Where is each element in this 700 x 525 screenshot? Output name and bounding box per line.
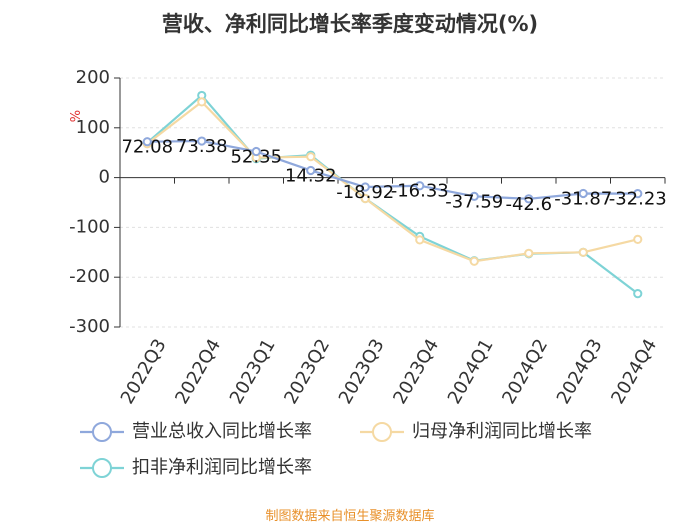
data-label: -42.6 — [505, 194, 552, 215]
y-tick-label: -200 — [69, 266, 110, 287]
legend-label: 归母净利润同比增长率 — [412, 421, 592, 442]
data-label: -32.23 — [609, 189, 667, 210]
x-tick-label: 2024Q2 — [498, 335, 552, 407]
legend-item-1: 归母净利润同比增长率 — [360, 421, 592, 442]
y-tick-label: -100 — [69, 216, 110, 237]
series-1-point — [578, 247, 588, 257]
x-tick-label: 2024Q4 — [607, 335, 661, 407]
legend-marker — [372, 422, 392, 442]
legend-marker — [92, 458, 112, 478]
data-label: 73.38 — [176, 136, 228, 157]
series-1-point — [306, 152, 316, 162]
series-0-point — [142, 137, 152, 147]
y-tick-label: -300 — [69, 316, 110, 337]
series-1-point — [415, 235, 425, 245]
series-0-point — [633, 189, 643, 199]
series-1-point — [633, 234, 643, 244]
series-line-0 — [147, 139, 638, 200]
data-label: -37.59 — [445, 191, 503, 212]
data-label: 14.32 — [285, 165, 337, 186]
series-0-point — [578, 188, 588, 199]
x-tick-label: 2023Q3 — [335, 335, 389, 407]
series-0-point — [306, 165, 316, 176]
series-1-point — [469, 256, 479, 266]
data-label: -16.33 — [391, 181, 449, 202]
chart-title: 营收、净利同比增长率季度变动情况(%) — [161, 12, 539, 36]
x-tick-label: 2022Q3 — [117, 335, 171, 407]
x-tick-label: 2023Q4 — [389, 335, 443, 407]
series-1-point — [197, 97, 207, 107]
legend-label: 扣非净利润同比增长率 — [132, 457, 312, 478]
legend-item-2: 扣非净利润同比增长率 — [80, 457, 312, 478]
series-line-1 — [146, 100, 639, 263]
legend-label: 营业总收入同比增长率 — [132, 421, 312, 442]
x-tick-label: 2024Q1 — [444, 335, 498, 407]
grid-layer — [120, 77, 665, 328]
y-tick-label: 200 — [76, 67, 110, 88]
series-0-point — [251, 146, 261, 157]
series-layer — [142, 90, 643, 299]
y-axis-unit: % — [69, 110, 84, 122]
x-tick-label: 2024Q3 — [553, 335, 607, 407]
series-0-point — [469, 191, 479, 201]
series-0-point — [360, 182, 370, 192]
legend-marker — [92, 422, 112, 442]
data-label: 72.08 — [121, 137, 173, 158]
series-0-point — [197, 136, 207, 146]
data-label: -18.92 — [336, 182, 394, 203]
series-0-point — [415, 181, 425, 191]
x-tick-label: 2022Q4 — [171, 335, 225, 407]
data-label: -31.87 — [554, 188, 612, 209]
data-source-note: 制图数据来自恒生聚源数据库 — [265, 509, 435, 524]
y-tick-label: 0 — [99, 167, 110, 188]
series-2-point — [633, 289, 643, 299]
series-1-point — [360, 193, 370, 204]
data-label: 52.35 — [230, 147, 282, 168]
legend-item-0: 营业总收入同比增长率 — [80, 421, 312, 442]
x-tick-label: 2023Q2 — [280, 335, 334, 407]
y-tick-label: 100 — [76, 117, 110, 138]
series-1-point — [524, 248, 534, 258]
x-tick-label: 2023Q1 — [226, 335, 280, 407]
series-0-point — [524, 194, 534, 204]
